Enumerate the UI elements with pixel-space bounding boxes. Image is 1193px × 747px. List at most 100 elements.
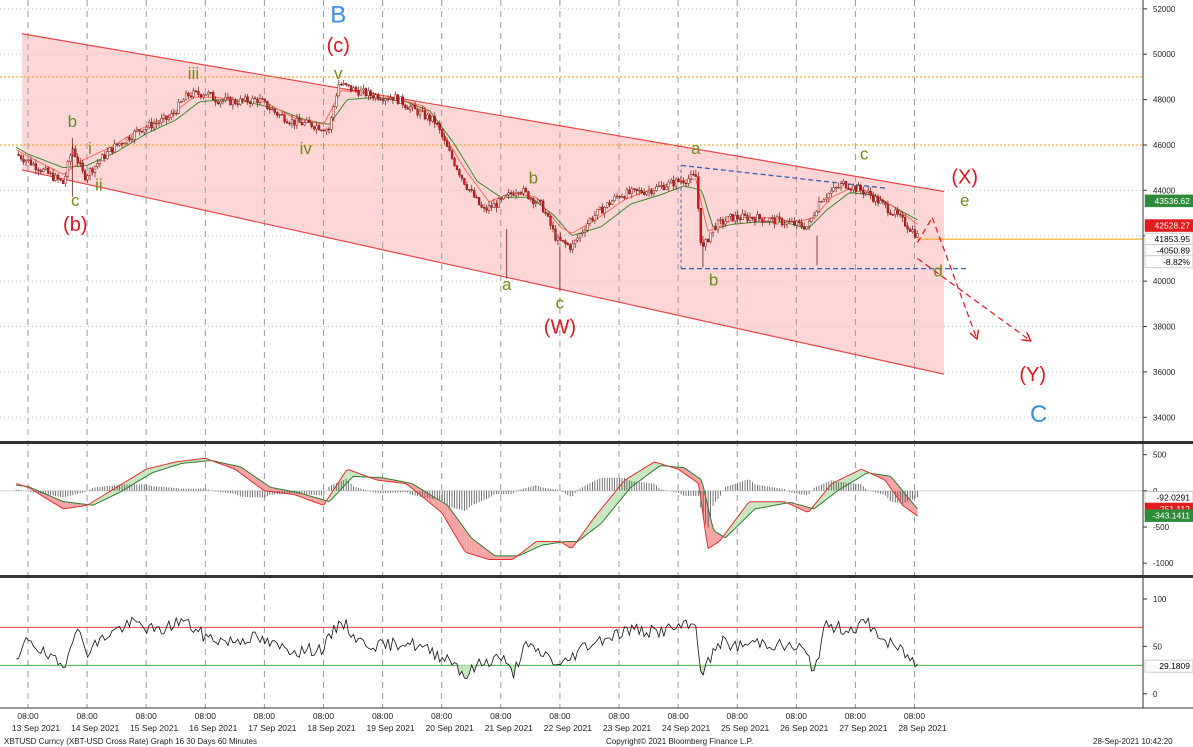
macd-band (493, 555, 497, 560)
candle-body (906, 225, 909, 230)
wave-label: v (334, 64, 343, 83)
macd-band (447, 505, 450, 526)
macd-axis-label: -1000 (1153, 559, 1174, 568)
candle-body (502, 195, 505, 200)
macd-band (277, 488, 280, 493)
candle-body (670, 179, 673, 183)
rsi-oversold-fill (700, 665, 704, 675)
candle-body (677, 178, 680, 182)
macd-band (474, 540, 477, 556)
macd-band (609, 495, 613, 514)
macd-band (506, 555, 509, 560)
candle-body (697, 176, 700, 209)
candle-body (862, 190, 865, 195)
candle-body (839, 183, 843, 188)
candle-body (798, 220, 801, 223)
date-axis-label: 14 Sep 2021 (71, 723, 119, 733)
macd-band (250, 473, 253, 483)
macd-band (651, 462, 654, 472)
macd-band (715, 531, 718, 544)
macd-band (649, 463, 652, 474)
rsi-line (16, 616, 918, 680)
macd-band (282, 489, 285, 494)
candle-body (807, 221, 811, 227)
candle-body (345, 83, 348, 86)
candle-body (628, 189, 631, 194)
footer-copyright: Copyright© 2021 Bloomberg Finance L.P. (606, 737, 754, 746)
candle-body (128, 136, 131, 141)
rsi-axis-label: 100 (1153, 595, 1167, 604)
candle-body (576, 237, 579, 241)
candle-body (130, 138, 134, 141)
candle-body (785, 221, 789, 225)
candle-body (330, 117, 333, 130)
candle-body (726, 216, 729, 222)
candle-body (266, 100, 269, 109)
candle-body (354, 87, 358, 91)
macd-band (614, 489, 617, 508)
candle-body (115, 143, 119, 146)
candle-body (822, 199, 826, 203)
macd-last-value: -251.112 (1157, 504, 1190, 514)
candle-body (800, 222, 803, 227)
candle-body (64, 175, 67, 184)
candle-body (879, 200, 882, 204)
candle-body (633, 188, 636, 190)
rsi-oversold-fill (466, 665, 470, 679)
candle-body (325, 128, 328, 132)
candle-body (342, 83, 345, 86)
candle-body (423, 110, 427, 120)
candle-body (820, 201, 823, 203)
candle-body (837, 186, 840, 189)
candle-body (667, 181, 670, 188)
candle-body (583, 229, 587, 233)
candle-body (157, 122, 161, 124)
candle-body (170, 113, 173, 118)
macd-band (769, 501, 773, 507)
candle-body (854, 185, 858, 192)
candle-body (473, 190, 476, 198)
candle-body (416, 108, 419, 116)
price-axis-label: 38000 (1153, 323, 1176, 332)
candle-body (606, 202, 609, 208)
macd-band (895, 481, 898, 499)
candle-body (569, 244, 572, 250)
candle-body (359, 89, 363, 96)
candle-body (271, 108, 274, 111)
candle-body (394, 94, 397, 101)
macd-last-value: -343.1411 (1152, 511, 1190, 521)
candle-body (876, 196, 880, 204)
macd-band (353, 471, 356, 477)
candle-body (864, 191, 867, 195)
candle-body (642, 192, 646, 195)
candle-body (694, 174, 697, 177)
macd-band (314, 497, 317, 503)
candle-body (19, 155, 23, 160)
candle-body (706, 239, 710, 243)
macd-band (700, 479, 704, 517)
macd-band (479, 543, 482, 558)
candle-body (406, 107, 409, 110)
wave-label: (X) (951, 167, 978, 189)
macd-band (144, 469, 147, 478)
candle-body (458, 169, 461, 176)
macd-band (622, 480, 625, 499)
candle-body (561, 240, 565, 242)
candle-body (847, 187, 850, 190)
price-last-value: -4050.89 (1156, 246, 1190, 256)
candle-body (39, 170, 42, 172)
candle-body (93, 165, 97, 173)
macd-band (257, 478, 260, 488)
candle-body (891, 214, 894, 216)
candle-body (59, 178, 62, 181)
date-axis-label: 21 Sep 2021 (485, 723, 533, 733)
price-axis-label: 52000 (1153, 5, 1176, 14)
candle-body (657, 185, 661, 187)
macd-band (747, 501, 750, 517)
macd-band (112, 488, 115, 496)
candle-body (27, 159, 30, 161)
candle-body (384, 98, 387, 101)
candle-body (386, 98, 390, 100)
candle-body (204, 94, 207, 96)
